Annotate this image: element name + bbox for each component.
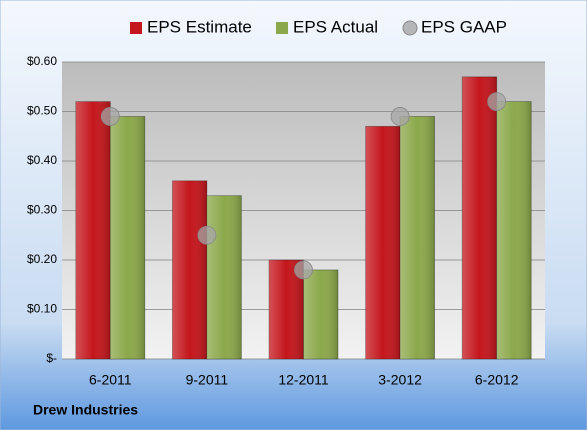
- marker: [390, 107, 410, 126]
- y-tick-label: $0.30: [27, 203, 57, 217]
- y-tick-label: $0.60: [27, 54, 57, 68]
- x-tick-label: 6-2012: [475, 372, 519, 388]
- bar-shade: [110, 116, 145, 359]
- x-tick-label: 6-2011: [89, 372, 132, 388]
- x-tick-label: 12-2011: [278, 372, 329, 388]
- bar-shade: [496, 101, 532, 359]
- marker: [487, 92, 507, 111]
- bar-shade: [206, 195, 242, 359]
- bar-shade: [303, 269, 338, 359]
- x-tick-label: 9-2011: [186, 372, 229, 388]
- legend-label: EPS Estimate: [147, 17, 252, 36]
- marker: [294, 260, 313, 280]
- legend-label: EPS GAAP: [421, 17, 507, 36]
- y-tick-label: $0.10: [27, 302, 57, 316]
- y-tick-label: $0.20: [27, 252, 57, 266]
- y-tick-label: $0.40: [27, 153, 57, 167]
- bar-shade: [462, 76, 497, 359]
- legend-swatch: [130, 22, 142, 34]
- marker: [197, 225, 217, 245]
- bar-shade: [172, 180, 207, 359]
- legend-swatch: [276, 22, 288, 34]
- footer: Drew Industries: [33, 402, 138, 418]
- y-tick-label: $-: [46, 351, 57, 365]
- bar-shade: [400, 116, 435, 359]
- y-tick-label: $0.50: [27, 104, 57, 118]
- x-tick-label: 3-2012: [378, 372, 422, 388]
- bar-shade: [75, 101, 111, 359]
- bar-shade: [365, 126, 401, 359]
- legend-swatch: [402, 20, 418, 36]
- legend-label: EPS Actual: [293, 17, 378, 36]
- marker: [100, 107, 120, 126]
